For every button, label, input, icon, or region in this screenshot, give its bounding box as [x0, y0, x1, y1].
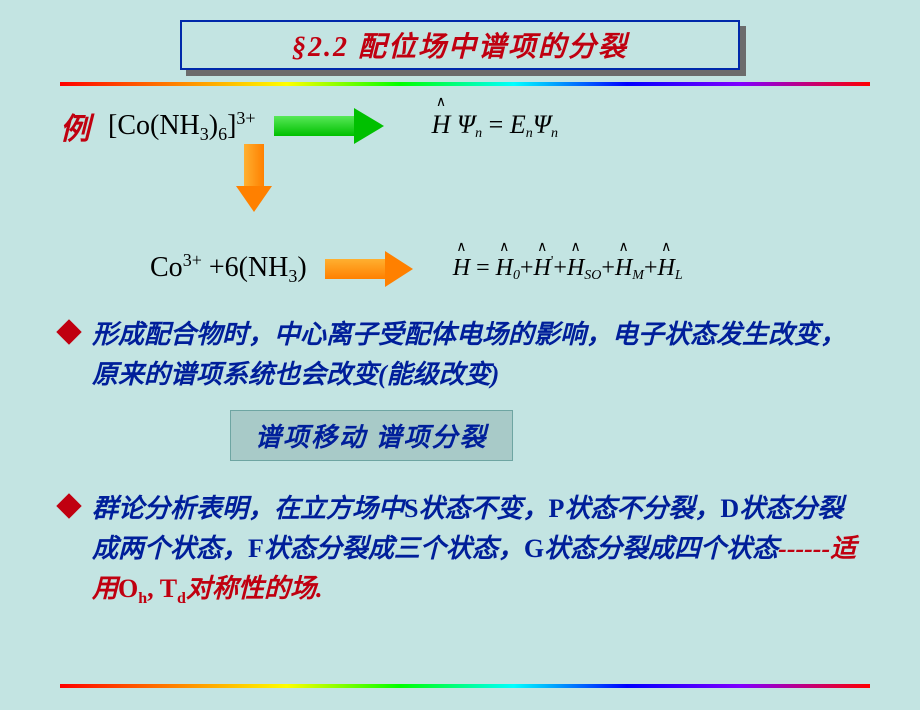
h-eq: =	[470, 255, 496, 281]
rainbow-divider-bottom	[60, 684, 870, 688]
row2-wrap	[60, 148, 860, 238]
h1: H	[496, 255, 513, 282]
eq3-co: Co	[150, 252, 183, 283]
f1-sup: 3+	[236, 108, 255, 128]
eq2-E: E	[510, 110, 526, 139]
title-front: §2.2 配位场中谱项的分裂	[180, 20, 740, 70]
para-1: 形成配合物时，中心离子受配体电场的影响，电子状态发生改变，原来的谱项系统也会改变…	[92, 315, 860, 396]
h3s: SO	[584, 268, 601, 283]
formula-complex: [Co(NH3)6]3+	[108, 108, 256, 145]
dash: ------	[778, 534, 830, 563]
f1-a: [Co(NH	[108, 110, 200, 141]
orange-down-arrow-icon	[240, 144, 268, 210]
h4s: M	[632, 268, 644, 283]
S: S	[404, 494, 418, 523]
p2f: 状态分裂成四个状态	[544, 534, 778, 563]
eq2-psi1: Ψ	[457, 110, 475, 139]
h5s: L	[675, 268, 683, 283]
eq2-eq: =	[482, 110, 510, 139]
green-arrow-icon	[274, 112, 384, 140]
f1-sub1: 3	[200, 124, 209, 144]
bullet-1: 形成配合物时，中心离子受配体电场的影响，电子状态发生改变，原来的谱项系统也会改变…	[60, 315, 860, 396]
eq2-n2: n	[526, 126, 533, 141]
h4: H	[615, 255, 632, 282]
bullet-2: 群论分析表明，在立方场中S状态不变，P状态不分裂，D状态分裂成两个状态，F状态分…	[60, 489, 860, 612]
Oh-h: h	[138, 590, 147, 607]
eq3-cl: )	[297, 252, 306, 283]
p2e: 状态分裂成三个状态，	[264, 534, 524, 563]
orange-right-arrow-icon	[325, 255, 415, 283]
eq2-n3: n	[551, 126, 558, 141]
p2a: 群论分析表明，在立方场中	[92, 494, 404, 523]
h2: H	[534, 255, 551, 282]
h3: H	[567, 255, 584, 282]
para-2: 群论分析表明，在立方场中S状态不变，P状态不分裂，D状态分裂成两个状态，F状态分…	[92, 489, 860, 612]
schrodinger-eq: H Ψn = EnΨn	[432, 110, 558, 142]
p2end: 对称性的场.	[186, 574, 323, 603]
content-area: 例 [Co(NH3)6]3+ H Ψn = EnΨn Co3+ +6(NH3) …	[0, 86, 920, 612]
example-row: 例 [Co(NH3)6]3+ H Ψn = EnΨn	[60, 104, 860, 148]
comma: ,	[147, 574, 160, 603]
Td: T	[160, 574, 177, 603]
p4: +	[644, 255, 658, 281]
h1s: 0	[513, 268, 520, 283]
p3: +	[601, 255, 615, 281]
P: P	[549, 494, 565, 523]
eq2-H: H	[432, 110, 451, 140]
D: D	[720, 494, 739, 523]
h5: H	[658, 255, 675, 282]
formula-dissoc: Co3+ +6(NH3)	[150, 250, 307, 287]
f1-b: )	[209, 110, 218, 141]
p2: +	[553, 255, 567, 281]
F: F	[248, 534, 264, 563]
example-label: 例	[60, 104, 90, 148]
p2c: 状态不分裂，	[564, 494, 720, 523]
p2b: 状态不变，	[418, 494, 548, 523]
diamond-icon-2	[56, 493, 81, 518]
p1: +	[520, 255, 534, 281]
title-box: §2.2 配位场中谱项的分裂	[180, 20, 740, 76]
diamond-icon	[56, 319, 81, 344]
eq2-psi2: Ψ	[533, 110, 551, 139]
page-title: §2.2 配位场中谱项的分裂	[292, 25, 628, 65]
Oh: O	[118, 574, 138, 603]
eq3-3p: 3+	[183, 250, 202, 270]
hamiltonian-sum: H = H0+H'+HSO+HM+HL	[453, 254, 683, 284]
G: G	[524, 534, 544, 563]
decomposition-row: Co3+ +6(NH3) H = H0+H'+HSO+HM+HL	[150, 250, 860, 287]
f1-sub2: 6	[218, 124, 227, 144]
h-lhs: H	[453, 255, 470, 282]
Td-d: d	[177, 590, 186, 607]
eq3-p6: +6(NH	[202, 252, 289, 283]
boxed-terms: 谱项移动 谱项分裂	[230, 410, 513, 461]
